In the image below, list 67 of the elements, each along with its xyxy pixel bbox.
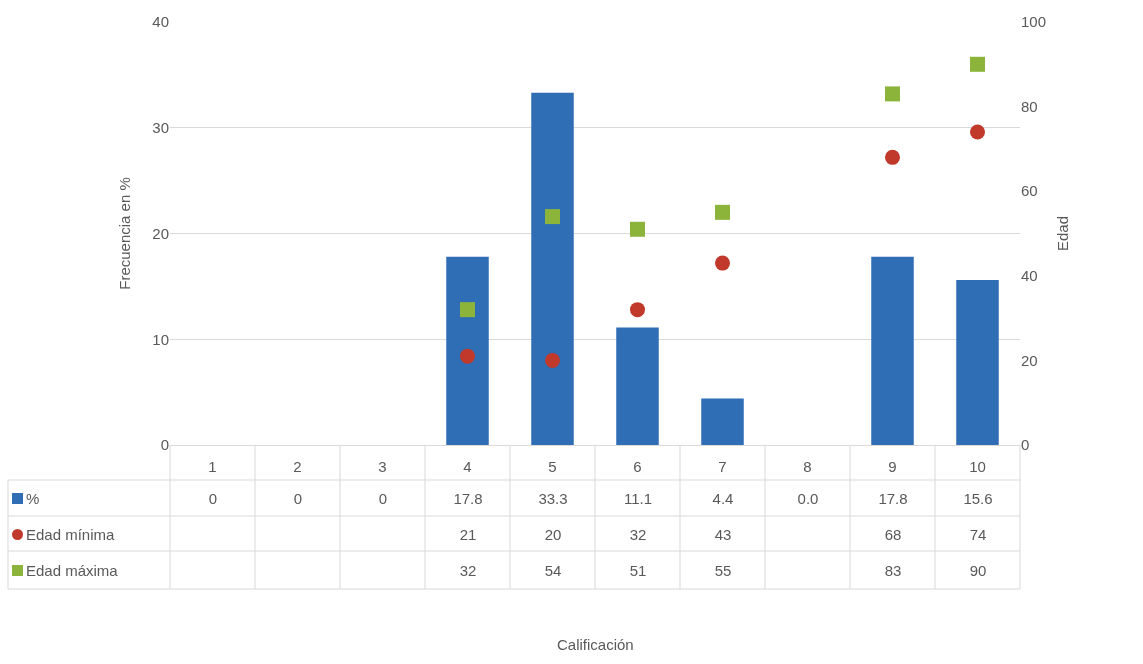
data-label: 83 bbox=[883, 561, 903, 581]
y-axis-title: Frecuencia en % bbox=[116, 177, 133, 290]
y2-tick-label: 20 bbox=[1021, 351, 1038, 369]
point bbox=[460, 348, 475, 364]
data-label: 17.8 bbox=[452, 489, 484, 509]
point bbox=[970, 56, 985, 72]
point bbox=[885, 149, 900, 165]
point bbox=[715, 255, 730, 271]
bar bbox=[701, 398, 744, 445]
data-label: 4.4 bbox=[711, 489, 735, 509]
data-label: 20 bbox=[543, 524, 563, 545]
y2-axis-title: Edad bbox=[1053, 215, 1071, 252]
point bbox=[630, 221, 645, 237]
bar bbox=[956, 280, 999, 445]
point bbox=[885, 86, 900, 102]
y-tick-label: 20 bbox=[152, 224, 169, 242]
x-tick-label: 2 bbox=[293, 458, 302, 475]
data-label: 43 bbox=[713, 524, 733, 545]
data-label: 15.6 bbox=[962, 489, 994, 509]
bar bbox=[531, 92, 574, 445]
bar bbox=[616, 327, 659, 445]
y-tick-label: 0 bbox=[160, 436, 169, 454]
data-label: 68 bbox=[883, 524, 903, 545]
data-label: 33.3 bbox=[537, 489, 569, 509]
data-label: 0 bbox=[292, 489, 304, 509]
point bbox=[970, 124, 985, 140]
x-tick-label: 9 bbox=[888, 458, 897, 475]
data-label: 55 bbox=[713, 561, 733, 581]
y2-tick-label: 40 bbox=[1021, 267, 1038, 285]
y-tick-label: 10 bbox=[152, 330, 169, 348]
data-label: 0 bbox=[377, 489, 389, 509]
y2-tick-label: 60 bbox=[1021, 182, 1038, 200]
x-tick-label: 8 bbox=[803, 458, 812, 475]
legend-label: Edad máxima bbox=[26, 562, 118, 579]
legend-label: % bbox=[26, 490, 40, 507]
text: Calificación bbox=[557, 636, 634, 653]
point bbox=[545, 209, 560, 225]
data-label: 32 bbox=[458, 561, 478, 581]
data-label: 32 bbox=[628, 524, 648, 545]
data-label: 54 bbox=[543, 561, 563, 581]
y2-tick-label: 0 bbox=[1021, 436, 1030, 454]
data-label: 74 bbox=[968, 524, 988, 545]
data-label: 11.1 bbox=[622, 489, 654, 509]
legend-label: Edad mínima bbox=[26, 525, 115, 543]
y-tick-label: 40 bbox=[152, 13, 169, 31]
data-label: 90 bbox=[968, 561, 988, 581]
x-tick-label: 10 bbox=[969, 458, 986, 475]
point bbox=[545, 352, 560, 368]
data-label: 0 bbox=[207, 489, 219, 509]
bar bbox=[871, 256, 914, 445]
x-tick-label: 3 bbox=[378, 458, 387, 475]
point bbox=[630, 302, 645, 318]
x-tick-label: 7 bbox=[718, 458, 727, 475]
data-label: 0.0 bbox=[796, 489, 820, 509]
y2-tick-label: 100 bbox=[1021, 13, 1047, 31]
data-label: 21 bbox=[458, 524, 478, 545]
data-label: 51 bbox=[628, 561, 648, 581]
y2-tick-label: 80 bbox=[1021, 97, 1038, 115]
point bbox=[715, 204, 730, 220]
x-tick-label: 6 bbox=[633, 458, 642, 475]
x-tick-label: 1 bbox=[208, 458, 217, 475]
x-tick-label: 5 bbox=[548, 458, 557, 475]
y-tick-label: 30 bbox=[152, 119, 169, 136]
bar bbox=[446, 256, 489, 445]
point bbox=[460, 302, 475, 318]
x-tick-label: 4 bbox=[463, 458, 472, 475]
data-label: 17.8 bbox=[877, 489, 909, 509]
